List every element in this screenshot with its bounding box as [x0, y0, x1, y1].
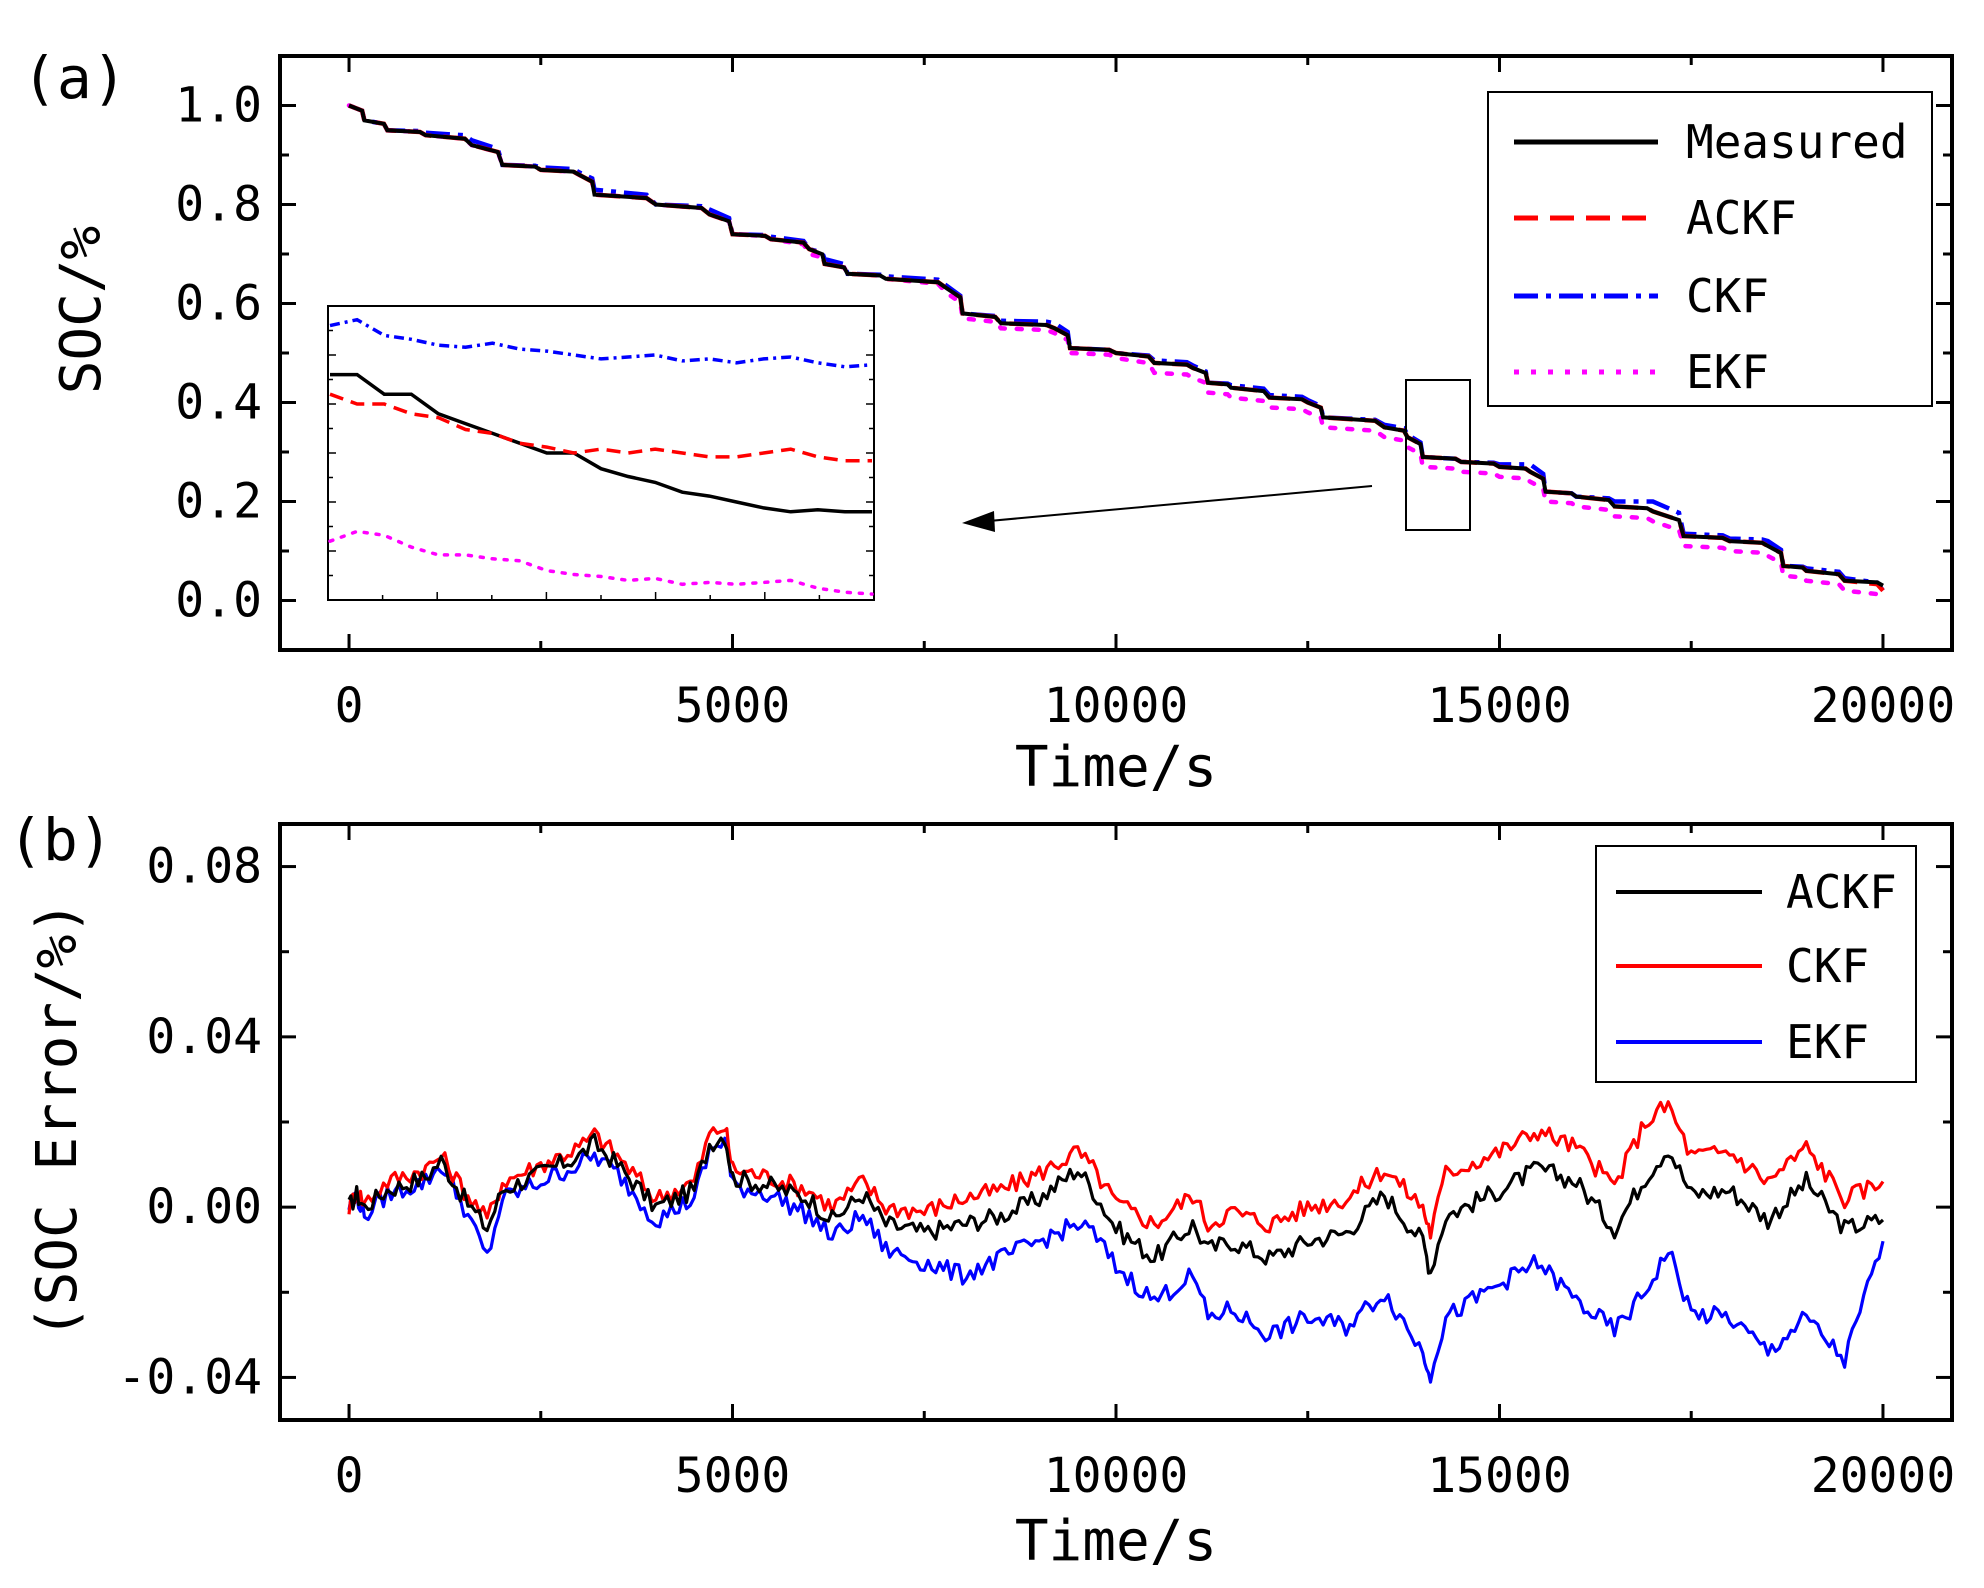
panel-b-tick-labels: 0 5000 10000 15000 20000 -0.04 0.00 0.04 0.08 [118, 839, 1956, 1504]
error-series-ckf-line [347, 1100, 1885, 1240]
panel-a-series [346, 103, 1886, 603]
legend-a-ckf-label: CKF [1686, 269, 1769, 323]
panel-b: (b) 0 5000 10000 15000 20000 -0.04 0.00 0.04 0.0… [8, 806, 1955, 1574]
panel-b-x-tick-label: 20000 [1811, 1448, 1956, 1504]
panel-a-tick-labels: 0 5000 10000 15000 20000 0.0 0.2 0.4 0.6 0.8 1.0 [175, 78, 1955, 735]
legend-b-ackf-label: ACKF [1786, 865, 1897, 919]
panel-b-x-tick-label: 5000 [675, 1448, 791, 1504]
zoom-arrow-head [962, 511, 995, 532]
error-series-ekf-line [347, 1136, 1885, 1384]
inset-series-ckf-line [329, 317, 873, 369]
panel-b-x-tick-label: 0 [335, 1448, 364, 1504]
panel-b-label: (b) [8, 806, 113, 874]
inset-series-measured-line [330, 372, 872, 514]
panel-b-y-tick-label: 0.00 [146, 1179, 262, 1235]
zoom-region-box [1405, 379, 1471, 531]
legend-a-measured-label: Measured [1686, 115, 1908, 169]
panel-b-series [347, 1100, 1885, 1384]
panel-a-y-tick-label: 0.2 [175, 474, 262, 530]
error-series-ackf-line [347, 1132, 1885, 1275]
panel-a-x-tick-label: 0 [335, 678, 364, 734]
inset-zoom-plot [327, 305, 875, 601]
panel-a-x-axis-title: Time/s [1015, 735, 1217, 800]
panel-b-y-axis-title: (SOC Error/%) [25, 901, 90, 1339]
panel-b-legend: ACKF CKF EKF [1595, 845, 1917, 1083]
panel-a-y-axis-title: SOC/% [49, 226, 114, 395]
panel-b-x-tick-label: 15000 [1427, 1448, 1572, 1504]
inset-series [328, 317, 874, 596]
panel-a-y-tick-label: 0.4 [175, 375, 262, 431]
series-measured-line [348, 103, 1884, 588]
legend-a-ackf-label: ACKF [1686, 191, 1797, 245]
inset-frame [327, 305, 875, 601]
panel-a-x-tick-label: 10000 [1044, 678, 1189, 734]
panel-b-y-tick-label: -0.04 [118, 1349, 263, 1405]
legend-b-ckf-label: CKF [1786, 939, 1869, 993]
panel-b-x-axis-title: Time/s [1015, 1509, 1217, 1574]
panel-a-x-tick-label: 5000 [675, 678, 791, 734]
panel-a-y-tick-label: 1.0 [175, 78, 262, 134]
panel-a-y-tick-label: 0.8 [175, 177, 262, 233]
panel-a-y-tick-label: 0.0 [175, 573, 262, 629]
panel-a-legend: Measured ACKF CKF EKF [1487, 91, 1933, 407]
inset-series-ekf-line [328, 529, 874, 596]
panel-a-ticks [280, 56, 1952, 650]
panel-b-ticks [280, 824, 1952, 1420]
legend-a-ekf-label: EKF [1686, 345, 1769, 399]
panel-a-x-tick-label: 15000 [1427, 678, 1572, 734]
panel-a-x-tick-label: 20000 [1811, 678, 1956, 734]
panel-a-label: (a) [22, 44, 127, 112]
panel-b-y-tick-label: 0.08 [146, 839, 262, 895]
zoom-arrow [977, 485, 1373, 523]
panel-b-x-tick-label: 10000 [1044, 1448, 1189, 1504]
inset-series-ackf-line [329, 392, 872, 463]
legend-b-ekf-label: EKF [1786, 1015, 1869, 1069]
panel-a-y-tick-label: 0.6 [175, 276, 262, 332]
panel-a: (a) 0 5000 10000 15000 20000 0.0 0.2 0.4 0.6 0.8 1… [22, 44, 1955, 800]
inset-ticks [328, 329, 874, 600]
panel-b-y-tick-label: 0.04 [146, 1009, 262, 1065]
